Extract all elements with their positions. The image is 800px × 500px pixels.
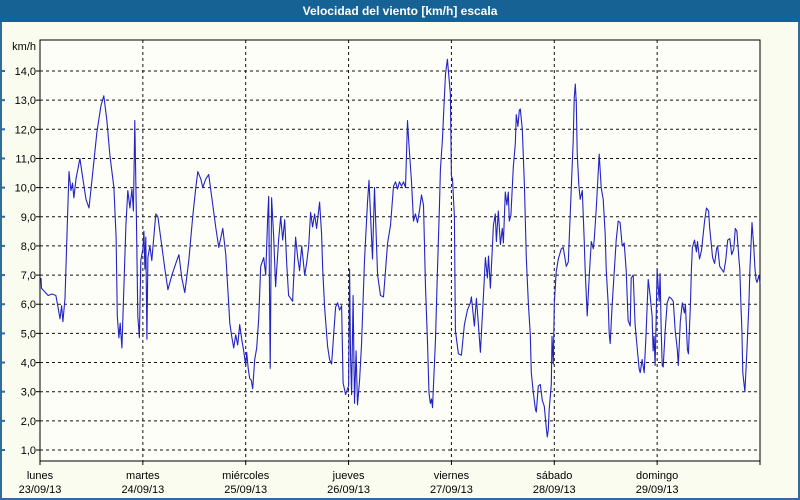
day-name-label: martes <box>126 470 160 482</box>
y-tick-label: 8,0 <box>21 241 36 253</box>
day-date-label: 26/09/13 <box>327 484 370 496</box>
title-bar: Velocidad del viento [km/h] escala <box>0 0 800 22</box>
day-date-label: 27/09/13 <box>430 484 473 496</box>
y-tick-label: 3,0 <box>21 387 36 399</box>
wind-speed-line <box>40 58 761 438</box>
y-tick-label: 12,0 <box>15 124 36 136</box>
day-name-label: sábado <box>536 470 572 482</box>
day-date-label: 28/09/13 <box>533 484 576 496</box>
y-tick-label: 14,0 <box>15 66 36 78</box>
y-tick-label: 10,0 <box>15 183 36 195</box>
day-name-label: jueves <box>332 470 365 482</box>
y-tick-label: 9,0 <box>21 212 36 224</box>
day-date-label: 24/09/13 <box>121 484 164 496</box>
day-name-label: viernes <box>434 470 470 482</box>
day-name-label: lunes <box>27 470 54 482</box>
day-date-label: 23/09/13 <box>19 484 62 496</box>
day-name-label: domingo <box>636 470 678 482</box>
day-date-label: 29/09/13 <box>636 484 679 496</box>
page-title: Velocidad del viento [km/h] escala <box>302 4 498 18</box>
y-axis-unit-label: km/h <box>12 41 36 53</box>
y-tick-label: 11,0 <box>15 153 36 165</box>
y-tick-label: 5,0 <box>21 328 36 340</box>
y-tick-label: 13,0 <box>15 95 36 107</box>
plot-area <box>39 39 761 462</box>
y-tick-label: 1,0 <box>21 445 36 457</box>
day-date-label: 25/09/13 <box>224 484 267 496</box>
day-name-label: miércoles <box>222 470 270 482</box>
y-tick-label: 4,0 <box>21 358 36 370</box>
y-tick-label: 2,0 <box>21 416 36 428</box>
y-tick-label: 7,0 <box>21 270 36 282</box>
y-tick-label: 6,0 <box>21 299 36 311</box>
